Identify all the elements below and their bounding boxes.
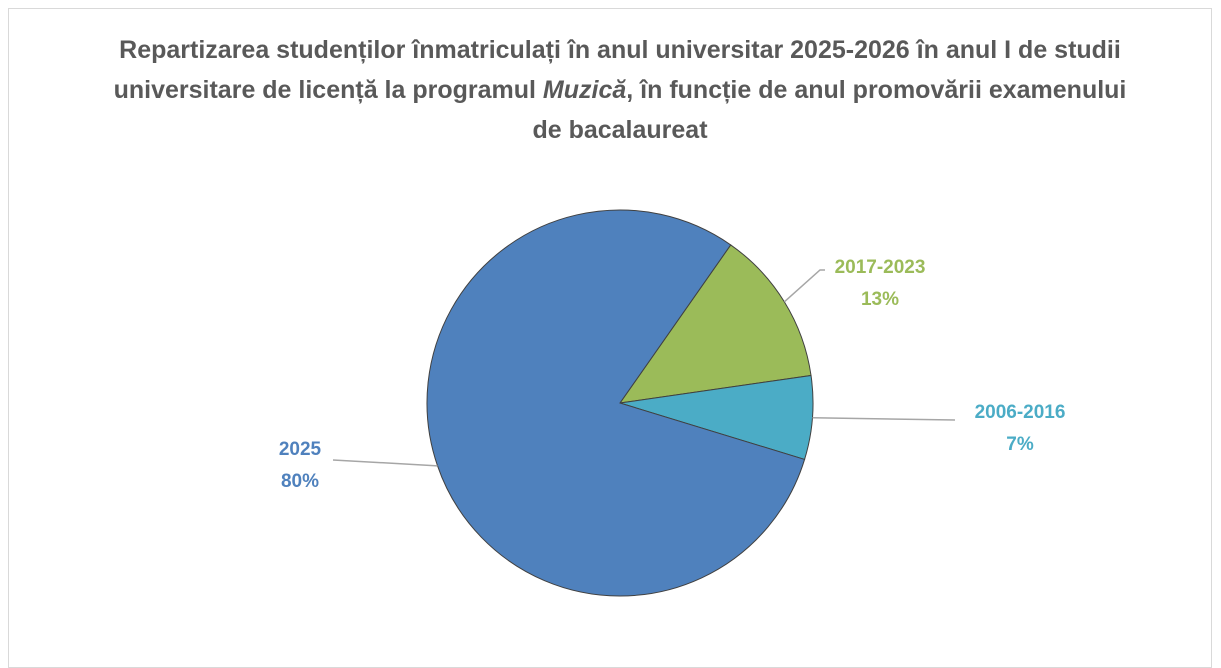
leader-line bbox=[812, 417, 956, 421]
chart: 2017-2023 13% 2006-2016 7% 2025 80% bbox=[279, 209, 1066, 597]
title-part: Repartizarea studenților înmatriculați î… bbox=[113, 36, 1121, 104]
title-italic: Muzică bbox=[542, 76, 627, 104]
leader-line bbox=[332, 459, 438, 467]
slice-label: 2006-2016 bbox=[975, 402, 1066, 423]
pie-slice bbox=[426, 209, 806, 597]
value-label: 7% bbox=[1006, 434, 1034, 455]
value-label: 80% bbox=[281, 471, 319, 492]
chart-title: Repartizarea studenților înmatriculați î… bbox=[110, 30, 1130, 150]
leader-line bbox=[783, 269, 825, 303]
title-part: , în funcție de anul promovării examenul… bbox=[532, 76, 1127, 144]
value-label: 13% bbox=[861, 289, 899, 310]
pie-slice bbox=[618, 244, 812, 404]
slice-label: 2025 bbox=[279, 439, 322, 460]
slice-label: 2017-2023 bbox=[835, 257, 926, 278]
page: Repartizarea studenților înmatriculați î… bbox=[8, 8, 1212, 668]
